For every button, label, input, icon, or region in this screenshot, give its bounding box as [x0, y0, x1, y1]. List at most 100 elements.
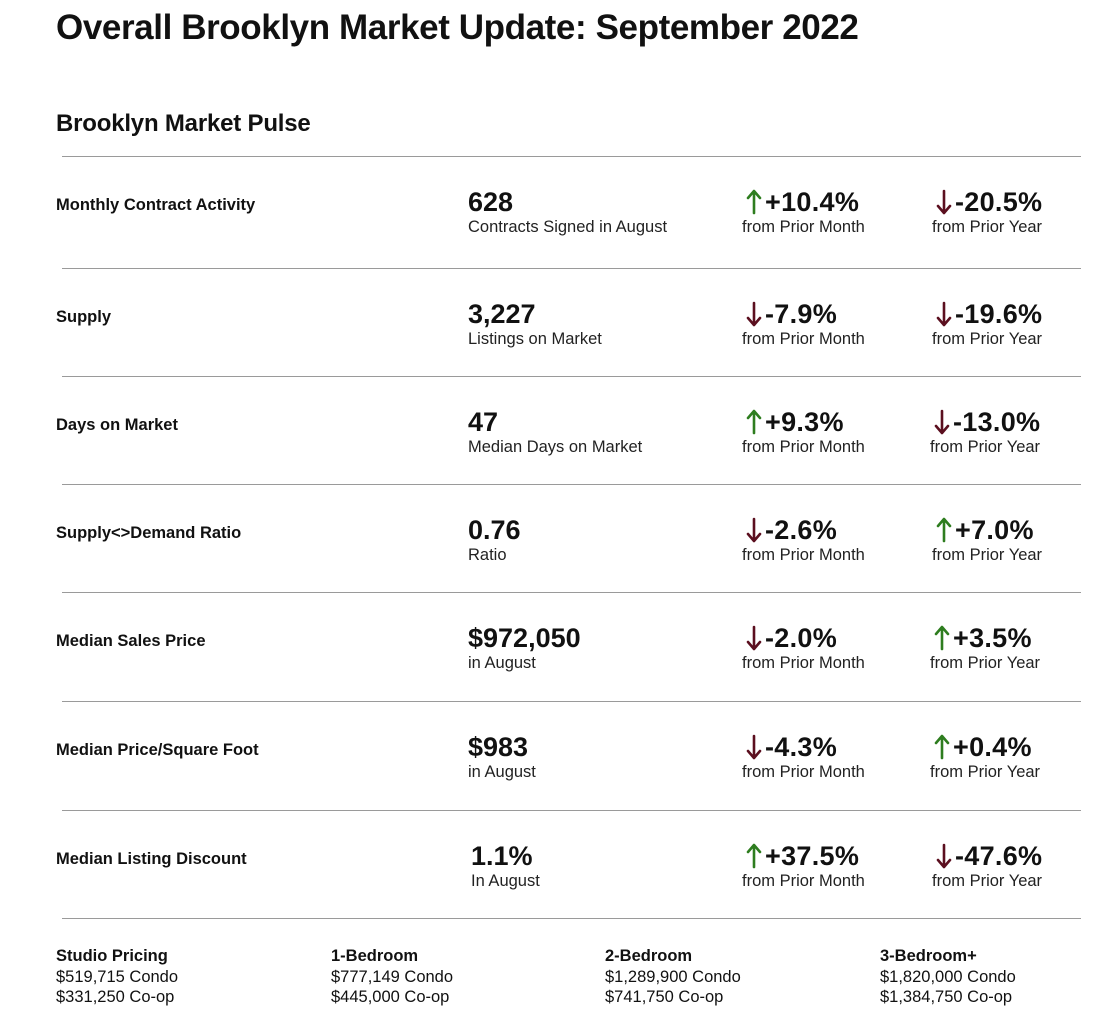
change-line: +9.3% — [746, 407, 865, 437]
change-line: +37.5% — [746, 841, 865, 871]
metric-value-caption: in August — [468, 654, 536, 672]
metric-label: Supply<>Demand Ratio — [56, 524, 242, 542]
table-row: Supply 3,227 Listings on Market -7.9% from P… — [0, 268, 1100, 376]
change-line: +7.0% — [936, 515, 1042, 545]
change-caption: from Prior Month — [742, 872, 865, 890]
pricing-condo: $1,820,000 Condo — [880, 967, 1016, 986]
change-percent: -2.0% — [765, 622, 838, 653]
arrow-up-icon — [936, 517, 952, 543]
metric-value-block: 3,227 Listings on Market — [468, 299, 602, 349]
change-caption: from Prior Month — [742, 218, 865, 236]
change-line: -13.0% — [934, 407, 1040, 437]
year-change: -47.6% from Prior Year — [932, 841, 1042, 891]
arrow-up-icon — [746, 409, 762, 435]
section-title: Brooklyn Market Pulse — [56, 110, 311, 137]
metric-value: 628 — [468, 187, 514, 217]
table-divider — [62, 156, 1081, 157]
metric-value-caption: Ratio — [468, 546, 507, 564]
pricing-heading: 2-Bedroom — [605, 947, 693, 965]
change-percent: +37.5% — [765, 840, 860, 871]
pricing-condo: $777,149 Condo — [331, 967, 454, 986]
month-change: -2.0% from Prior Month — [742, 622, 865, 673]
metric-label: Median Sales Price — [56, 632, 206, 650]
pricing-coop: $445,000 Co-op — [331, 988, 450, 1006]
metric-label: Median Price/Square Foot — [56, 741, 259, 759]
year-change: +7.0% from Prior Year — [932, 515, 1042, 565]
metric-value-caption: Median Days on Market — [468, 438, 643, 456]
pricing-2-bedroom: 2-Bedroom $1,289,900 Condo $741,750 Co-o… — [605, 946, 741, 1008]
table-row: Supply<>Demand Ratio 0.76 Ratio -2.6% from P… — [0, 484, 1100, 592]
month-change: -7.9% from Prior Month — [742, 299, 865, 349]
month-change: -2.6% from Prior Month — [742, 515, 865, 565]
change-percent: -20.5% — [955, 186, 1043, 217]
arrow-down-icon — [746, 301, 762, 327]
month-change: +37.5% from Prior Month — [742, 841, 865, 891]
change-caption: from Prior Year — [930, 438, 1041, 456]
table-divider — [62, 376, 1081, 377]
change-line: -2.6% — [746, 515, 865, 545]
metric-value: 3,227 — [468, 299, 536, 329]
change-caption: from Prior Month — [742, 330, 865, 348]
change-percent: +7.0% — [955, 514, 1034, 545]
change-percent: +0.4% — [953, 731, 1032, 762]
arrow-down-icon — [934, 409, 950, 435]
change-line: +10.4% — [746, 187, 865, 217]
table-row: Days on Market 47 Median Days on Market +9.… — [0, 376, 1100, 484]
year-change: -20.5% from Prior Year — [932, 186, 1043, 237]
metric-label: Monthly Contract Activity — [56, 196, 256, 214]
pricing-coop: $741,750 Co-op — [605, 988, 724, 1006]
change-caption: from Prior Year — [932, 218, 1043, 236]
metric-label: Days on Market — [56, 416, 178, 434]
metric-value-block: 628 Contracts Signed in August — [468, 187, 667, 237]
change-line: +0.4% — [934, 732, 1040, 762]
pricing-heading: 3-Bedroom+ — [880, 947, 977, 965]
metric-value-block: $983 in August — [468, 732, 536, 782]
metric-value-caption: Contracts Signed in August — [468, 218, 668, 236]
month-change: +9.3% from Prior Month — [742, 407, 865, 457]
change-percent: -2.6% — [765, 514, 838, 545]
change-caption: from Prior Month — [742, 654, 865, 672]
year-change: -13.0% from Prior Year — [930, 407, 1040, 457]
month-change: +10.4% from Prior Month — [742, 187, 865, 237]
metric-label: Supply — [56, 308, 112, 326]
change-percent: -7.9% — [765, 298, 838, 329]
table-row: Median Price/Square Foot $983 in August -4.… — [0, 701, 1100, 809]
arrow-down-icon — [936, 843, 952, 869]
metric-label: Median Listing Discount — [56, 850, 247, 868]
metric-value-caption: Listings on Market — [468, 330, 602, 348]
metric-value: 1.1% — [471, 841, 533, 871]
month-change: -4.3% from Prior Month — [742, 731, 865, 782]
table-row: Median Sales Price $972,050 in August -2.0%… — [0, 592, 1100, 700]
pricing-1-bedroom: 1-Bedroom $777,149 Condo $445,000 Co-op — [331, 946, 453, 1008]
table-divider — [62, 701, 1081, 702]
change-caption: from Prior Year — [930, 654, 1041, 672]
table-divider — [62, 268, 1081, 269]
table-row: Monthly Contract Activity 628 Contracts Si… — [0, 156, 1100, 264]
arrow-down-icon — [746, 734, 762, 760]
change-caption: from Prior Month — [742, 546, 865, 564]
table-divider — [62, 484, 1081, 485]
arrow-down-icon — [936, 189, 952, 215]
year-change: +3.5% from Prior Year — [930, 623, 1040, 673]
pricing-3-bedroom-plus: 3-Bedroom+ $1,820,000 Condo $1,384,750 C… — [880, 946, 1016, 1008]
change-line: -19.6% — [936, 299, 1042, 329]
change-line: -7.9% — [746, 299, 865, 329]
arrow-down-icon — [746, 517, 762, 543]
pricing-heading: Studio Pricing — [56, 947, 168, 965]
change-percent: +10.4% — [765, 186, 860, 217]
metric-value: $972,050 — [468, 623, 581, 653]
metric-value: 47 — [468, 407, 499, 437]
arrow-up-icon — [934, 734, 950, 760]
change-percent: -4.3% — [765, 731, 838, 762]
change-line: +3.5% — [934, 623, 1040, 653]
table-divider — [62, 810, 1081, 811]
metric-value-caption: In August — [471, 872, 540, 890]
year-change: -19.6% from Prior Year — [932, 299, 1042, 349]
change-caption: from Prior Year — [932, 546, 1043, 564]
metric-value-block: 0.76 Ratio — [468, 515, 521, 565]
change-percent: +3.5% — [953, 622, 1032, 653]
pricing-studio: Studio Pricing $519,715 Condo $331,250 C… — [56, 946, 178, 1008]
table-divider — [62, 918, 1081, 919]
arrow-down-icon — [936, 301, 952, 327]
change-caption: from Prior Year — [930, 763, 1041, 781]
